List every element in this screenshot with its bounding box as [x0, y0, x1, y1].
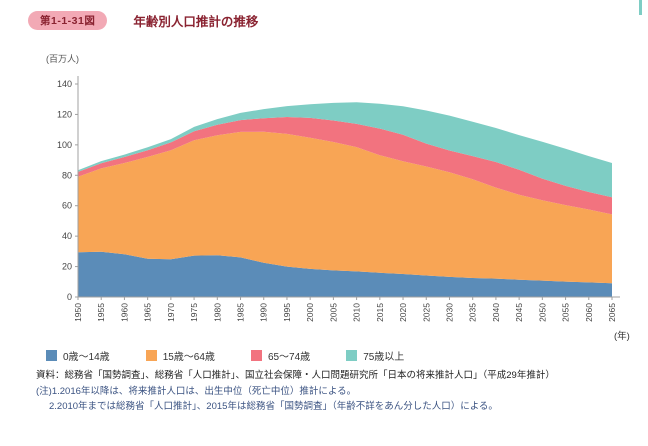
chart-legend: 0歳〜14歳 15歳〜64歳 65〜74歳 75歳以上: [46, 348, 404, 363]
y-axis-unit-label: (百万人): [46, 54, 79, 64]
page-corner-mark: [639, 0, 642, 15]
area-age-0-14: [78, 251, 612, 297]
y-tick-label: 140: [57, 79, 72, 89]
x-tick-label: 2020: [398, 303, 408, 322]
x-tick-label: 2055: [561, 303, 571, 322]
legend-swatch-blue: [46, 350, 57, 361]
x-tick-label: 2025: [421, 303, 431, 322]
x-axis-unit-label: (年): [614, 330, 630, 342]
y-tick-label: 0: [67, 292, 72, 302]
y-tick-label: 80: [62, 170, 72, 180]
footnote-2: 2.2010年までは総務省「人口推計」、2015年は総務省「国勢調査」（年齢不詳…: [49, 401, 498, 413]
area-age-15-64: [78, 131, 612, 284]
x-tick-label: 1980: [212, 303, 222, 322]
x-tick-label: 2035: [468, 303, 478, 322]
legend-label: 15歳〜64歳: [162, 352, 215, 363]
legend-swatch-pink: [250, 350, 262, 361]
x-tick-label: 2040: [491, 303, 501, 322]
x-tick-label: 1965: [143, 303, 153, 322]
legend-label: 65〜74歳: [267, 352, 311, 363]
x-tick-label: 1990: [259, 303, 269, 322]
x-tick-label: 1970: [166, 303, 176, 322]
x-tick-label: 2065: [607, 303, 617, 322]
x-tick-label: 1950: [73, 303, 83, 322]
y-tick-label: 20: [62, 262, 72, 272]
legend-item-age-15-64: 15歳〜64歳: [145, 348, 215, 363]
x-tick-label: 2005: [328, 303, 338, 322]
x-tick-label: 2045: [514, 303, 524, 322]
y-tick-label: 60: [62, 201, 72, 211]
area-age-75-plus: [78, 102, 612, 198]
legend-item-age-0-14: 0歳〜14歳: [46, 348, 110, 363]
legend-swatch-orange: [145, 350, 157, 361]
area-age-65-74: [78, 117, 612, 215]
legend-swatch-teal: [346, 350, 358, 361]
legend-item-age-65-74: 65〜74歳: [250, 348, 311, 363]
x-tick-label: 2010: [352, 303, 362, 322]
y-tick-label: 120: [57, 109, 72, 119]
figure-header: 第1-1-31図 年齢別人口推計の推移: [28, 11, 258, 30]
footnote-1: (注)1.2016年以降は、将来推計人口は、出生中位（死亡中位）推計による。: [36, 385, 357, 397]
figure-number-badge: 第1-1-31図: [28, 11, 108, 30]
x-tick-label: 1955: [96, 303, 106, 322]
x-tick-label: 1960: [119, 303, 129, 322]
legend-label: 75歳以上: [363, 352, 405, 363]
x-tick-label: 2000: [305, 303, 315, 322]
x-tick-label: 1975: [189, 303, 199, 322]
source-note: 資料：総務省「国勢調査」、総務省「人口推計」、国立社会保障・人口問題研究所「日本…: [36, 370, 555, 381]
x-tick-label: 2050: [537, 303, 547, 322]
x-tick-label: 1985: [236, 303, 246, 322]
x-tick-label: 1995: [282, 303, 292, 322]
x-tick-label: 2015: [375, 303, 385, 322]
y-tick-label: 100: [57, 140, 72, 150]
legend-label: 0歳〜14歳: [63, 352, 110, 363]
y-tick-label: 40: [62, 231, 72, 241]
legend-item-age-75-plus: 75歳以上: [346, 348, 404, 363]
x-tick-label: 2030: [445, 303, 455, 322]
chart-footer: 資料：総務省「国勢調査」、総務省「人口推計」、国立社会保障・人口問題研究所「日本…: [36, 368, 640, 415]
x-tick-label: 2060: [584, 303, 594, 322]
figure-title: 年齢別人口推計の推移: [133, 15, 259, 29]
